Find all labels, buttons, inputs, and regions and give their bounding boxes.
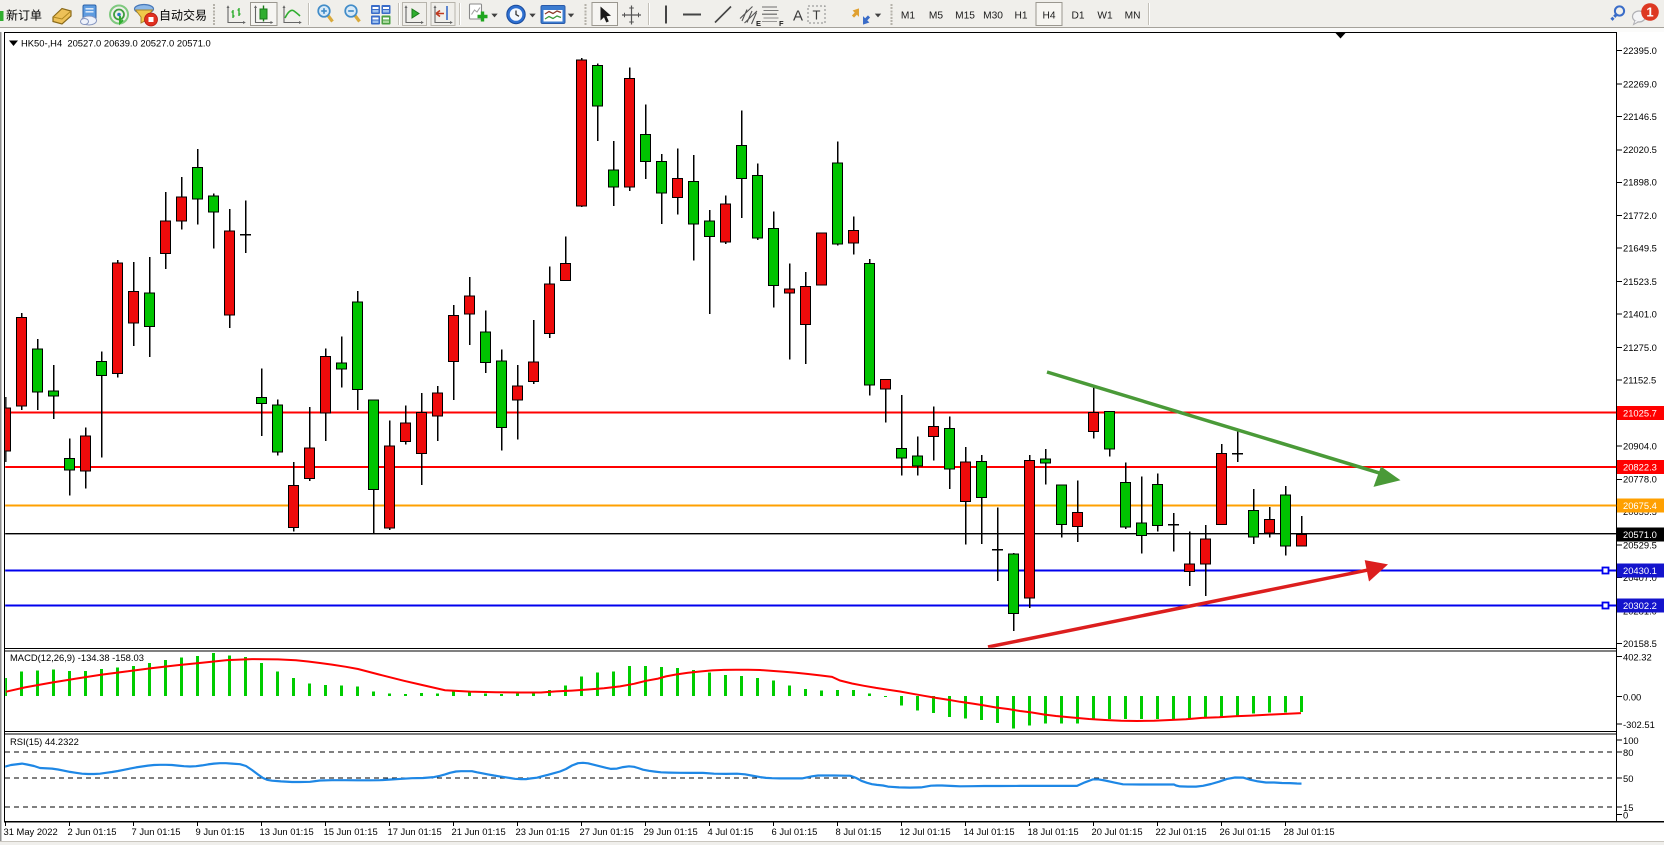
svg-text:21401.0: 21401.0 [1623,309,1657,320]
svg-text:MACD(12,26,9) -134.38 -158.03: MACD(12,26,9) -134.38 -158.03 [10,652,144,663]
svg-text:22395.0: 22395.0 [1623,45,1657,56]
svg-text:21275.0: 21275.0 [1623,342,1657,353]
svg-text:20302.2: 20302.2 [1623,600,1657,611]
svg-text:H4: H4 [1042,10,1055,21]
svg-text:100: 100 [1623,735,1639,746]
svg-text:M1: M1 [901,10,915,21]
svg-text:20822.3: 20822.3 [1623,462,1657,473]
svg-text:21152.5: 21152.5 [1623,374,1656,385]
svg-text:20571.0: 20571.0 [1623,529,1657,540]
svg-text:20407.0: 20407.0 [1623,572,1657,583]
svg-text:M5: M5 [929,10,943,21]
svg-text:7 Jun 01:15: 7 Jun 01:15 [132,826,181,837]
svg-text:E: E [756,19,761,28]
svg-text:14 Jul 01:15: 14 Jul 01:15 [964,826,1015,837]
svg-text:4 Jul 01:15: 4 Jul 01:15 [708,826,754,837]
svg-text:402.32: 402.32 [1623,651,1652,662]
svg-text:21772.0: 21772.0 [1623,210,1657,221]
svg-text:D1: D1 [1071,10,1084,21]
svg-text:12 Jul 01:15: 12 Jul 01:15 [900,826,951,837]
svg-text:20675.4: 20675.4 [1623,500,1657,511]
svg-text:M15: M15 [955,10,975,21]
svg-text:20 Jul 01:15: 20 Jul 01:15 [1092,826,1143,837]
svg-text:18 Jul 01:15: 18 Jul 01:15 [1028,826,1079,837]
svg-text:22020.5: 22020.5 [1623,144,1657,155]
svg-text:2 Jun 01:15: 2 Jun 01:15 [68,826,117,837]
svg-text:21649.5: 21649.5 [1623,243,1657,254]
svg-text:9 Jun 01:15: 9 Jun 01:15 [196,826,245,837]
svg-text:22 Jul 01:15: 22 Jul 01:15 [1156,826,1207,837]
svg-text:A: A [793,8,803,25]
svg-text:80: 80 [1623,747,1633,758]
svg-text:26 Jul 01:15: 26 Jul 01:15 [1220,826,1271,837]
svg-text:T: T [813,8,821,23]
svg-text:M30: M30 [983,10,1003,21]
svg-text:RSI(15) 44.2322: RSI(15) 44.2322 [10,736,79,747]
svg-text:20430.1: 20430.1 [1623,565,1657,576]
svg-text:1: 1 [1646,5,1653,20]
svg-text:21898.0: 21898.0 [1623,177,1657,188]
svg-text:0.00: 0.00 [1623,692,1641,703]
svg-text:新订单: 新订单 [6,8,42,23]
svg-text:21 Jun 01:15: 21 Jun 01:15 [452,826,506,837]
svg-text:27 Jun 01:15: 27 Jun 01:15 [580,826,634,837]
svg-text:15: 15 [1623,802,1633,813]
svg-text:-302.51: -302.51 [1623,719,1655,730]
svg-text:20904.0: 20904.0 [1623,440,1657,451]
svg-text:MN: MN [1125,10,1141,21]
svg-text:HK50-,H4 20527.0 20639.0 2052: HK50-,H4 20527.0 20639.0 20527.0 20571.0 [21,38,211,49]
svg-text:22146.5: 22146.5 [1623,111,1657,122]
svg-text:28 Jul 01:15: 28 Jul 01:15 [1284,826,1335,837]
svg-text:6 Jul 01:15: 6 Jul 01:15 [772,826,818,837]
svg-text:8 Jul 01:15: 8 Jul 01:15 [836,826,882,837]
svg-text:W1: W1 [1097,10,1113,21]
svg-text:F: F [779,19,784,28]
svg-text:20778.0: 20778.0 [1623,474,1657,485]
svg-text:H1: H1 [1014,10,1027,21]
svg-text:31 May 2022: 31 May 2022 [4,826,58,837]
svg-text:20529.5: 20529.5 [1623,540,1657,551]
svg-text:22269.0: 22269.0 [1623,78,1657,89]
svg-text:15 Jun 01:15: 15 Jun 01:15 [324,826,378,837]
svg-text:0: 0 [1623,810,1628,821]
svg-text:21025.7: 21025.7 [1623,408,1657,419]
svg-text:17 Jun 01:15: 17 Jun 01:15 [388,826,442,837]
svg-text:20158.5: 20158.5 [1623,638,1657,649]
svg-text:13 Jun 01:15: 13 Jun 01:15 [260,826,314,837]
svg-text:50: 50 [1623,773,1633,784]
svg-text:自动交易: 自动交易 [159,8,207,23]
svg-text:23 Jun 01:15: 23 Jun 01:15 [516,826,570,837]
svg-text:21523.5: 21523.5 [1623,276,1657,287]
svg-text:29 Jun 01:15: 29 Jun 01:15 [644,826,698,837]
